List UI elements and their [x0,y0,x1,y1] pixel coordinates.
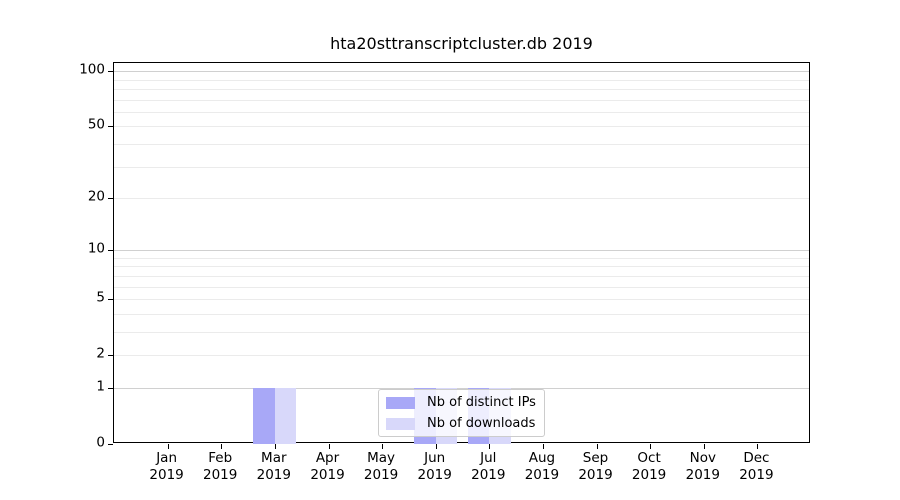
x-tick-label-nov-2019: Nov 2019 [660,450,746,484]
gridline-minor-80 [114,88,809,90]
x-tick-label-line: 2019 [685,467,720,483]
x-tick-apr-2019 [328,444,330,449]
x-tick-label-line: May [367,450,396,466]
x-tick-label-sep-2019: Sep 2019 [553,450,639,484]
x-tick-label-line: Jun [424,450,446,466]
gridline-minor-90 [114,79,809,81]
gridline-minor-20 [114,198,809,199]
x-tick-label-line: 2019 [256,467,291,483]
x-tick-label-line: 2019 [471,467,506,483]
y-tick-2 [108,355,113,357]
x-tick-label-jan-2019: Jan 2019 [124,450,210,484]
gridline-major-10 [114,250,809,252]
x-tick-label-line: Feb [208,450,233,466]
gridline-minor-50 [114,126,809,128]
x-tick-label-line: Dec [743,450,770,466]
gridline-minor-5 [114,299,809,301]
gridline-major-1 [114,388,809,389]
legend-swatch-distinct-ips [386,396,415,409]
x-tick-jun-2019 [435,444,437,449]
x-tick-label-line: 2019 [363,467,399,483]
x-tick-label-line: Nov [689,450,716,466]
x-tick-label-line: 2019 [524,467,560,483]
x-tick-label-line: 2019 [417,467,452,483]
y-tick-label-50: 50 [87,116,105,133]
gridline-minor-7 [114,276,809,277]
x-tick-label-dec-2019: Dec 2019 [713,450,799,484]
x-tick-label-line: Jul [480,450,497,466]
y-tick-100 [108,71,113,72]
x-tick-feb-2019 [221,444,223,449]
y-tick-label-5: 5 [96,289,105,306]
gridline-minor-60 [114,111,809,113]
x-tick-label-jun-2019: Jun 2019 [392,450,478,484]
x-tick-label-line: Apr [315,450,340,466]
y-tick-label-0: 0 [96,434,105,451]
y-tick-5 [108,299,113,301]
legend-swatch-downloads [386,417,415,430]
x-tick-label-line: Jan [156,450,177,466]
legend-item-downloads: Nb of downloads [386,413,537,434]
x-tick-oct-2019 [650,444,652,449]
x-tick-aug-2019 [542,444,544,449]
x-tick-sep-2019 [596,444,598,449]
x-tick-dec-2019 [757,444,759,449]
x-tick-label-oct-2019: Oct 2019 [606,450,692,484]
x-tick-label-line: 2019 [310,467,345,483]
x-tick-jan-2019 [167,444,169,449]
y-tick-0 [108,444,113,445]
x-tick-label-line: 2019 [149,467,184,483]
gridline-minor-6 [114,286,809,288]
gridline-minor-4 [114,313,809,315]
x-tick-label-apr-2019: Apr 2019 [285,450,371,484]
y-tick-label-1: 1 [96,378,105,395]
y-tick-1 [108,388,113,389]
gridline-minor-9 [114,257,809,259]
y-tick-label-10: 10 [87,240,105,257]
x-tick-label-line: Mar [261,450,287,466]
gridline-minor-40 [114,143,809,145]
gridline-minor-8 [114,266,809,268]
x-tick-label-line: 2019 [631,467,667,483]
chart-title: hta20sttranscriptcluster.db 2019 [330,34,593,53]
x-tick-may-2019 [382,444,384,449]
legend-item-distinct-ips: Nb of distinct IPs [386,392,537,413]
x-tick-label-line: Oct [637,450,661,466]
x-tick-label-line: 2019 [203,467,238,483]
gridline-minor-3 [114,332,809,333]
legend: Nb of distinct IPs Nb of downloads [378,389,545,437]
x-tick-label-aug-2019: Aug 2019 [499,450,585,484]
legend-label-distinct-ips: Nb of distinct IPs [427,395,536,410]
gridline-major-100 [114,71,809,72]
x-tick-label-line: Aug [528,450,556,466]
gridline-minor-2 [114,355,809,357]
bar-nb-of-distinct-ips-mar-2019 [253,388,275,444]
x-tick-label-feb-2019: Feb 2019 [177,450,263,484]
y-tick-label-2: 2 [96,345,105,362]
y-tick-20 [108,198,113,199]
y-tick-label-20: 20 [87,188,105,205]
x-tick-mar-2019 [274,444,276,449]
x-tick-label-line: 2019 [578,467,613,483]
gridline-minor-70 [114,99,809,101]
x-tick-nov-2019 [703,444,705,449]
bar-nb-of-downloads-mar-2019 [274,388,297,444]
x-tick-label-may-2019: May 2019 [338,450,424,484]
y-tick-50 [108,126,113,128]
x-tick-jul-2019 [489,444,491,449]
x-tick-label-line: Sep [582,450,609,466]
x-tick-label-mar-2019: Mar 2019 [231,450,317,484]
x-tick-label-line: 2019 [739,467,774,483]
legend-label-downloads: Nb of downloads [427,416,536,431]
y-tick-label-100: 100 [79,61,105,78]
x-tick-label-jul-2019: Jul 2019 [445,450,531,484]
gridline-minor-30 [114,166,809,168]
plot-area [108,62,810,449]
y-tick-10 [108,250,113,252]
